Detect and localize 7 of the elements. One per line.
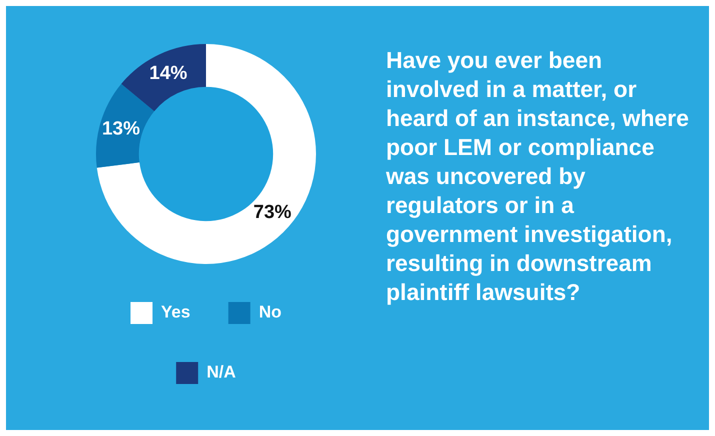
data-label: 13%: [102, 118, 140, 140]
data-label: 14%: [149, 63, 188, 84]
legend-label: N/A: [206, 362, 236, 382]
chart-title: Have you ever been involved in a matter, or heard of an instance, where poor LEM or compliance was uncovered by regulators or in a government investigation, resulting in downstream plaintiff lawsuits?: [386, 47, 689, 305]
data-label: 73%: [253, 202, 292, 223]
legend-label: Yes: [161, 302, 190, 322]
legend-label: No: [258, 302, 282, 322]
